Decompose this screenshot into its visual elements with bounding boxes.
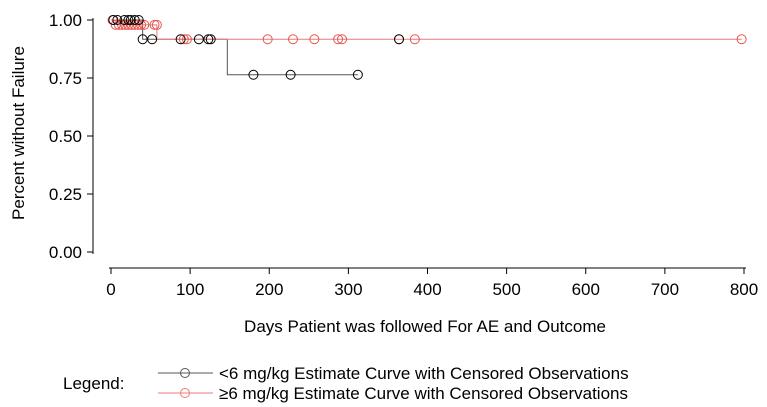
- y-tick-label: 1.00: [49, 11, 82, 30]
- x-ticks: 0 100 200 300 400 500 600 700 800: [106, 268, 758, 299]
- series-2-censor-marker: [333, 34, 344, 45]
- y-tick-label: 0.50: [49, 127, 82, 146]
- series-2-curve: [111, 19, 742, 40]
- series-2-censor-marker: [181, 34, 192, 45]
- y-tick-label: 0.00: [49, 243, 82, 262]
- series-2-censor-marker: [409, 34, 420, 45]
- series-1-censor-marker: [125, 15, 136, 25]
- series-1-censor-marker: [129, 15, 140, 25]
- x-tick-label: 300: [334, 280, 362, 299]
- x-tick-label: 400: [413, 280, 441, 299]
- series-1-curve: [111, 19, 358, 76]
- series-1-censor-marker: [248, 69, 259, 80]
- y-tick-label: 0.75: [49, 69, 82, 88]
- series-2-censor-marker: [178, 34, 189, 45]
- x-tick-label: 500: [492, 280, 520, 299]
- legend-swatch-marker: [180, 388, 190, 398]
- series-1-censor-marker: [147, 34, 158, 45]
- series-2-censor-marker: [136, 19, 147, 30]
- x-tick-label: 0: [106, 280, 115, 299]
- series-1-censor-marker: [119, 15, 130, 25]
- series-lines: [111, 19, 742, 76]
- legend-swatch-marker: [180, 368, 190, 378]
- y-axis-title: Percent without Failure: [9, 46, 28, 220]
- x-tick-label: 100: [176, 280, 204, 299]
- legend: Legend: <6 mg/kg Estimate Curve with Cen…: [63, 364, 629, 403]
- series-1-censor-marker: [394, 34, 405, 45]
- x-tick-label: 700: [651, 280, 679, 299]
- series-1-censor-marker: [285, 69, 296, 80]
- series-1-censor-marker: [175, 34, 186, 45]
- series-1-censor-marker: [352, 69, 363, 80]
- legend-label: ≥6 mg/kg Estimate Curve with Censored Ob…: [219, 384, 628, 403]
- series-2-censor-marker: [309, 34, 320, 45]
- series-2-censor-marker: [132, 19, 143, 30]
- x-axis-title: Days Patient was followed For AE and Out…: [244, 317, 606, 336]
- legend-label: <6 mg/kg Estimate Curve with Censored Ob…: [219, 364, 629, 383]
- x-tick-label: 600: [572, 280, 600, 299]
- series-1-censor-marker: [123, 15, 134, 25]
- series-2-censor-marker: [149, 19, 160, 30]
- series-1-censor-marker: [133, 15, 144, 25]
- series-1-censor-marker: [112, 15, 123, 25]
- series-2-censor-marker: [262, 34, 273, 45]
- series-2-censor-marker: [151, 19, 162, 30]
- axes: [92, 18, 746, 269]
- legend-title: Legend:: [63, 374, 124, 393]
- series-2-censor-marker: [287, 34, 298, 45]
- y-ticks: 0.00 0.25 0.50 0.75 1.00: [49, 11, 93, 262]
- series-1-censor-marker: [205, 34, 216, 45]
- series-2-censor-marker: [337, 34, 348, 45]
- censor-markers: [107, 15, 747, 80]
- y-tick-label: 0.25: [49, 185, 82, 204]
- x-tick-label: 800: [730, 280, 758, 299]
- series-1-censor-marker: [203, 34, 214, 45]
- series-2-censor-marker: [736, 34, 747, 45]
- series-1-censor-marker: [108, 15, 119, 25]
- x-tick-label: 200: [255, 280, 283, 299]
